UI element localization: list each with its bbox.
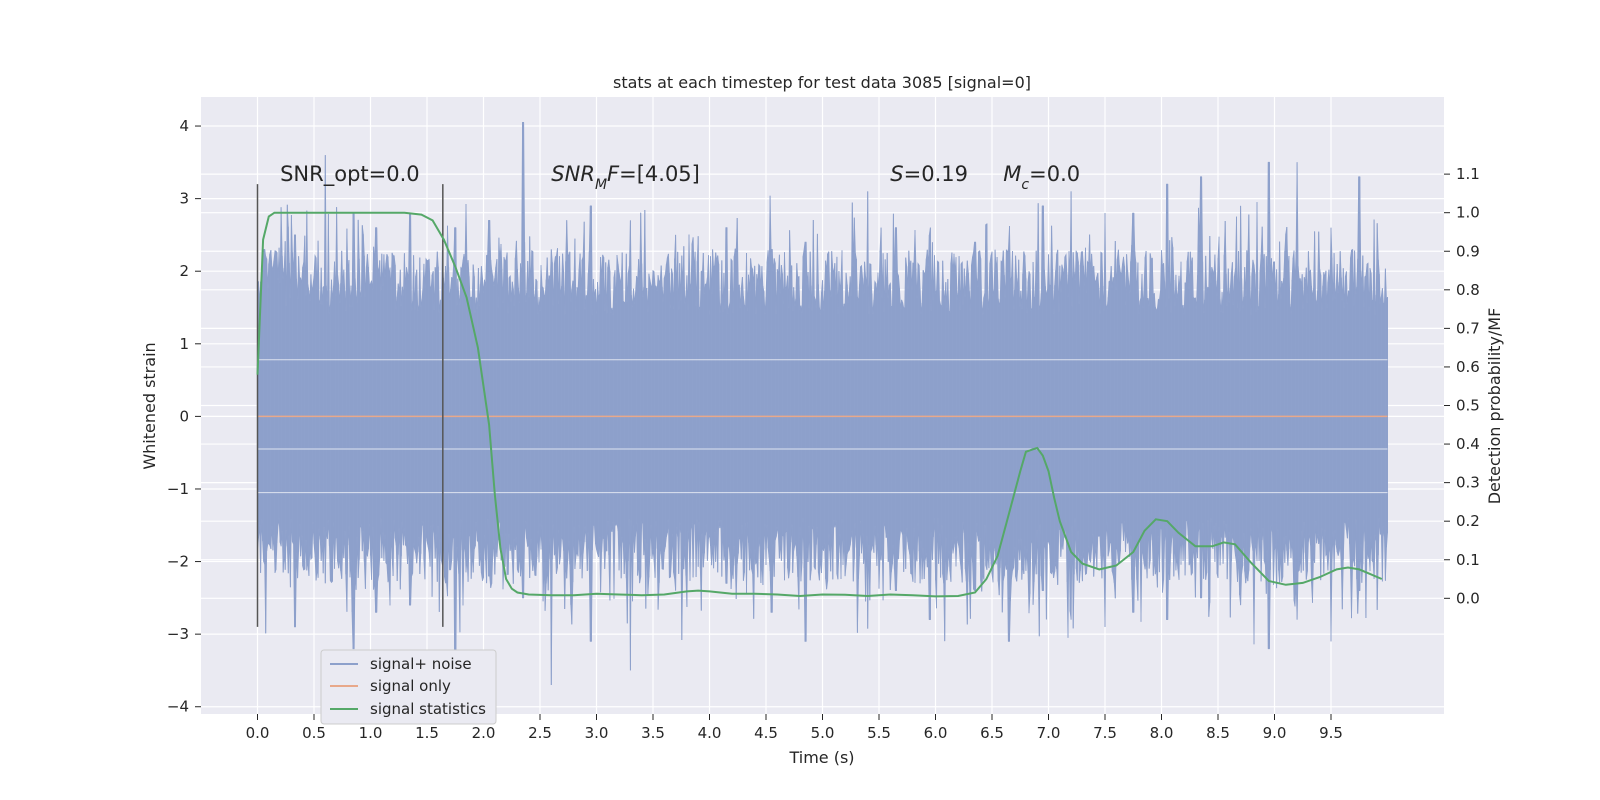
x-tick-label: 7.0 <box>1037 724 1061 742</box>
legend-label-signal-statistics: signal statistics <box>370 700 486 718</box>
right-y-tick-label: 0.9 <box>1456 242 1480 260</box>
x-tick-label: 2.5 <box>528 724 552 742</box>
left-y-tick-label: 4 <box>179 117 189 135</box>
signal-plus-noise-series <box>257 122 1388 686</box>
annotation-text: SNRMF=[4.05] <box>551 162 700 193</box>
right-y-tick-label: 0.4 <box>1456 435 1480 453</box>
x-tick-label: 0.0 <box>246 724 270 742</box>
vertical-marker-lines <box>256 184 444 627</box>
right-y-tick-label: 0.7 <box>1456 319 1480 337</box>
x-tick-label: 1.5 <box>415 724 439 742</box>
right-y-tick-label: 0.3 <box>1456 474 1480 492</box>
annotation-text: Mc=0.0 <box>1003 162 1080 193</box>
x-tick-label: 5.0 <box>811 724 835 742</box>
right-y-tick-label: 0.1 <box>1456 551 1480 569</box>
x-tick-label: 5.5 <box>867 724 891 742</box>
x-tick-label: 6.0 <box>924 724 948 742</box>
right-y-tick-label: 0.2 <box>1456 512 1480 530</box>
annotation-text: S=0.19 <box>890 162 968 186</box>
left-y-tick-label: 3 <box>179 190 189 208</box>
legend-box <box>320 649 497 725</box>
chart-title: stats at each timestep for test data 308… <box>613 73 1031 92</box>
chart-annotations: SNR_opt=0.0 SNRMF=[4.05] S=0.19 Mc=0.0 <box>280 162 1080 193</box>
right-y-axis-ticks: 1.1 1.0 0.9 0.8 0.7 0.6 0.5 0.4 0.3 0.2 0.1 0.0 <box>1444 165 1480 607</box>
left-y-tick-label: −2 <box>167 553 189 571</box>
signal-statistics-series <box>256 211 1383 598</box>
right-y-axis-label: Detection probability/MF <box>1485 308 1504 505</box>
left-y-tick-label: 2 <box>179 262 189 280</box>
x-tick-label: 4.0 <box>698 724 722 742</box>
x-tick-label: 1.0 <box>359 724 383 742</box>
x-tick-label: 3.5 <box>641 724 665 742</box>
right-y-tick-label: 0.6 <box>1456 358 1480 376</box>
left-y-tick-label: −3 <box>167 625 189 643</box>
left-y-axis-ticks: 4 3 2 1 0 −1 −2 −3 −4 <box>167 117 201 716</box>
legend-label-signal-only: signal only <box>370 677 451 695</box>
left-y-tick-label: −1 <box>167 480 189 498</box>
x-tick-label: 8.5 <box>1206 724 1230 742</box>
x-tick-label: 3.0 <box>585 724 609 742</box>
right-y-tick-label: 0.0 <box>1456 589 1480 607</box>
annotation-text: SNR_opt=0.0 <box>280 162 420 187</box>
x-tick-label: 0.5 <box>302 724 326 742</box>
left-y-tick-label: 1 <box>179 335 189 353</box>
legend: signal+ noise signal only signal statist… <box>320 649 497 725</box>
x-axis-label: Time (s) <box>788 748 854 767</box>
right-y-tick-label: 1.0 <box>1456 204 1480 222</box>
legend-label-signal-plus-noise: signal+ noise <box>370 655 472 673</box>
signal-statistics-line <box>256 211 1383 598</box>
x-tick-label: 4.5 <box>754 724 778 742</box>
right-y-tick-label: 0.5 <box>1456 397 1480 415</box>
left-y-axis-label: Whitened strain <box>140 342 159 469</box>
x-tick-label: 8.0 <box>1150 724 1174 742</box>
x-tick-label: 6.5 <box>980 724 1004 742</box>
x-axis-ticks: 0.0 0.5 1.0 1.5 2.0 2.5 3.0 3.5 4.0 4.5 5.0 5.5 6.0 6… <box>246 714 1343 742</box>
left-y-tick-label: −4 <box>167 698 189 716</box>
left-y-tick-label: 0 <box>179 407 189 425</box>
x-tick-label: 2.0 <box>472 724 496 742</box>
x-tick-label: 9.0 <box>1263 724 1287 742</box>
x-tick-label: 9.5 <box>1319 724 1343 742</box>
x-tick-label: 7.5 <box>1093 724 1117 742</box>
right-y-tick-label: 0.8 <box>1456 281 1480 299</box>
right-y-tick-label: 1.1 <box>1456 165 1480 183</box>
